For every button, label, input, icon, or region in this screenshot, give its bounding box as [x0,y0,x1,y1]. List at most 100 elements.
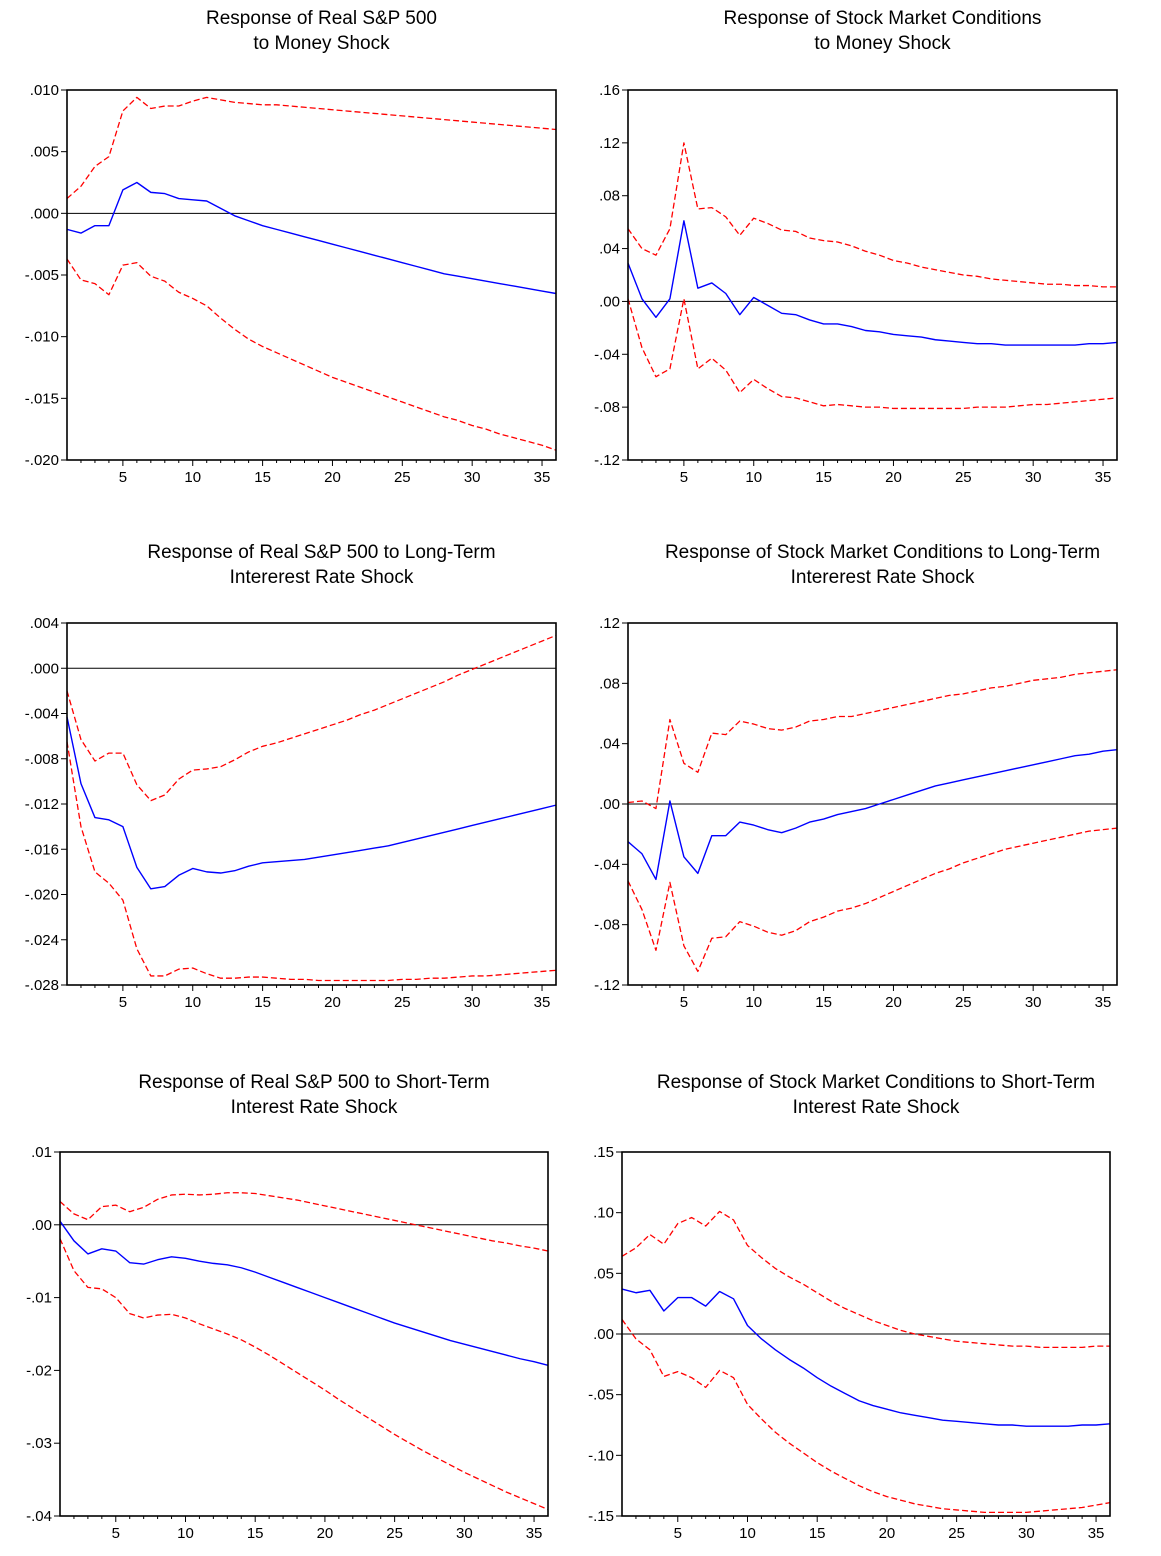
y-tick-label: .000 [30,205,59,222]
y-tick-label: -.020 [25,887,59,904]
x-tick-label: 10 [184,994,201,1011]
plot-frame [66,89,557,461]
lower-band-line [66,741,557,982]
chart-title-line: to Money Shock [253,33,390,54]
y-tick-label: .04 [599,736,620,753]
y-tick-label: -.015 [25,390,59,407]
y-tick-label: .16 [599,82,620,99]
lower-band-line [621,1319,1111,1514]
x-tick-label: 20 [885,994,902,1011]
x-tick-label: 25 [955,994,972,1011]
y-tick-label: -.012 [25,796,59,813]
chart-plot: .15 .10 .05 .00 -.05 -.10 -.15 5 10 15 20 25 30 35 [588,1144,1111,1542]
y-tick-label: .08 [599,188,620,205]
chart-panel-3: Response of Real S&P 500 to Long-Term Int… [2,540,601,1025]
lower-band-line [59,1238,549,1511]
x-tick-label: 25 [394,469,411,486]
chart-title-line: Response of Stock Market Conditions [723,8,1042,29]
y-tick-label: -.016 [25,841,59,858]
response-line [627,220,1118,346]
upper-band-line [66,634,557,802]
y-tick-label: .10 [593,1205,614,1222]
x-tick-label: 30 [1025,994,1042,1011]
chart-panel-6: Response of Stock Market Conditions to S… [557,1070,1155,1556]
y-tick-label: .00 [31,1217,52,1234]
chart-panel-1: Response of Real S&P 500 to Money Shock .0… [2,6,601,500]
x-tick-label: 10 [177,1525,194,1542]
chart-title-line: Intererest Rate Shock [229,567,414,588]
x-tick-label: 5 [112,1525,120,1542]
y-tick-label: -.02 [26,1362,52,1379]
x-tick-label: 5 [119,994,127,1011]
upper-band-line [627,669,1118,810]
x-tick-label: 5 [680,469,688,486]
y-tick-label: -.08 [594,399,620,416]
plot-frame [621,1151,1111,1517]
x-tick-label: 20 [317,1525,334,1542]
x-tick-label: 15 [254,994,271,1011]
lower-band-line [627,298,1118,410]
y-tick-label: .15 [593,1144,614,1161]
chart-plot: .01 .00 -.01 -.02 -.03 -.04 5 10 15 20 25 30 35 [26,1144,549,1542]
response-line [66,716,557,890]
y-tick-label: -.04 [594,346,620,363]
upper-band-line [627,142,1117,288]
y-tick-label: -.04 [26,1508,52,1525]
y-tick-label: -.05 [588,1387,614,1404]
y-tick-label: .01 [31,1144,52,1161]
chart-title-line: Interest Rate Shock [230,1097,398,1118]
x-tick-label: 15 [815,469,832,486]
y-tick-label: -.020 [25,452,59,469]
chart-title: Response of Real S&P 500 to Long-Term Int… [42,540,601,590]
y-tick-label: .010 [30,82,59,99]
chart-title: Response of Real S&P 500 to Money Shock [42,6,601,56]
chart-title-line: Response of Real S&P 500 to Short-Term [138,1072,490,1093]
y-tick-label: -.004 [25,706,59,723]
chart-plot: .12 .08 .04 .00 -.04 -.08 -.12 5 10 15 20 25 30 35 [594,615,1118,1011]
plot-frame [627,89,1118,461]
x-tick-label: 35 [1095,469,1112,486]
plot-frame [66,622,557,986]
y-tick-label: -.01 [26,1290,52,1307]
y-tick-label: .04 [599,241,620,258]
y-tick-label: .08 [599,675,620,692]
chart-title-line: Interest Rate Shock [792,1097,960,1118]
x-tick-label: 10 [745,469,762,486]
chart-title-line: Response of Real S&P 500 to Long-Term [147,542,496,563]
x-tick-label: 5 [674,1525,682,1542]
x-tick-label: 5 [119,469,127,486]
x-tick-label: 35 [534,994,551,1011]
y-tick-label: -.12 [594,452,620,469]
x-tick-label: 35 [1088,1525,1105,1542]
x-tick-label: 20 [885,469,902,486]
chart-title-line: Intererest Rate Shock [790,567,975,588]
x-tick-label: 25 [955,469,972,486]
upper-band-line [59,1192,549,1252]
y-tick-label: -.010 [25,329,59,346]
x-tick-label: 15 [254,469,271,486]
response-line [621,1288,1111,1427]
y-tick-label: -.08 [594,917,620,934]
y-tick-label: .12 [599,615,620,632]
x-tick-label: 30 [1025,469,1042,486]
response-line [66,181,557,295]
chart-title: Response of Stock Market Conditions to S… [597,1070,1155,1120]
x-tick-label: 35 [526,1525,543,1542]
chart-title: Response of Stock Market Conditions to Mo… [603,6,1161,56]
x-tick-label: 10 [739,1525,756,1542]
y-tick-label: .00 [593,1326,614,1343]
upper-band-line [66,96,557,200]
plot-frame [59,1151,549,1517]
y-tick-label: -.10 [588,1447,614,1464]
y-tick-label: -.15 [588,1508,614,1525]
chart-title: Response of Real S&P 500 to Short-Term In… [35,1070,593,1120]
plot-frame [627,622,1118,986]
x-tick-label: 30 [1018,1525,1035,1542]
y-tick-label: -.028 [25,977,59,994]
x-tick-label: 25 [386,1525,403,1542]
x-tick-label: 20 [879,1525,896,1542]
y-tick-label: .005 [30,144,59,161]
y-tick-label: -.008 [25,751,59,768]
y-tick-label: .000 [30,660,59,677]
